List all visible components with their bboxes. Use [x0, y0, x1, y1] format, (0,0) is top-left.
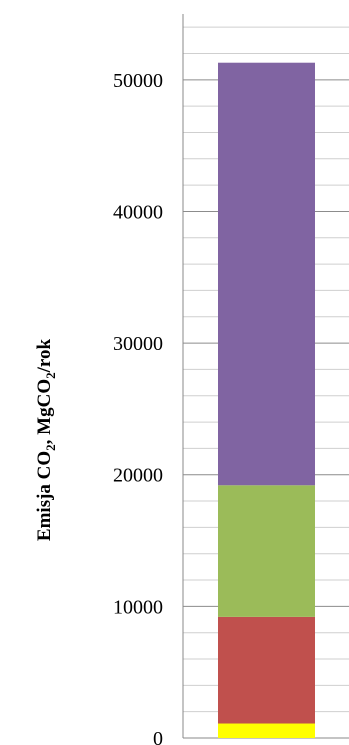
bar-segment-1 — [218, 723, 315, 738]
y-tick-label: 10000 — [113, 596, 163, 618]
bar-segment-3 — [218, 485, 315, 617]
y-axis-label-subscript-1: 2 — [43, 444, 58, 451]
y-tick-label: 20000 — [113, 465, 163, 487]
y-tick-label: 30000 — [113, 333, 163, 355]
y-axis-label-part-1: Emisja CO — [34, 451, 55, 541]
y-tick-labels: 0 10000 20000 30000 40000 50000 — [113, 70, 163, 745]
y-tick-label: 50000 — [113, 70, 163, 92]
y-axis-label-subscript-2: 2 — [43, 372, 58, 379]
y-tick-label: 40000 — [113, 201, 163, 223]
y-axis-label-part-3: /rok — [34, 339, 55, 374]
bars — [218, 62, 315, 738]
y-tick-label: 0 — [153, 728, 163, 745]
bar-segment-2 — [218, 616, 315, 724]
y-axis-label: Emisja CO2, MgCO2/rok — [34, 339, 58, 542]
bar-segment-4 — [218, 62, 315, 486]
y-axis-label-part-2: , MgCO — [34, 379, 55, 444]
